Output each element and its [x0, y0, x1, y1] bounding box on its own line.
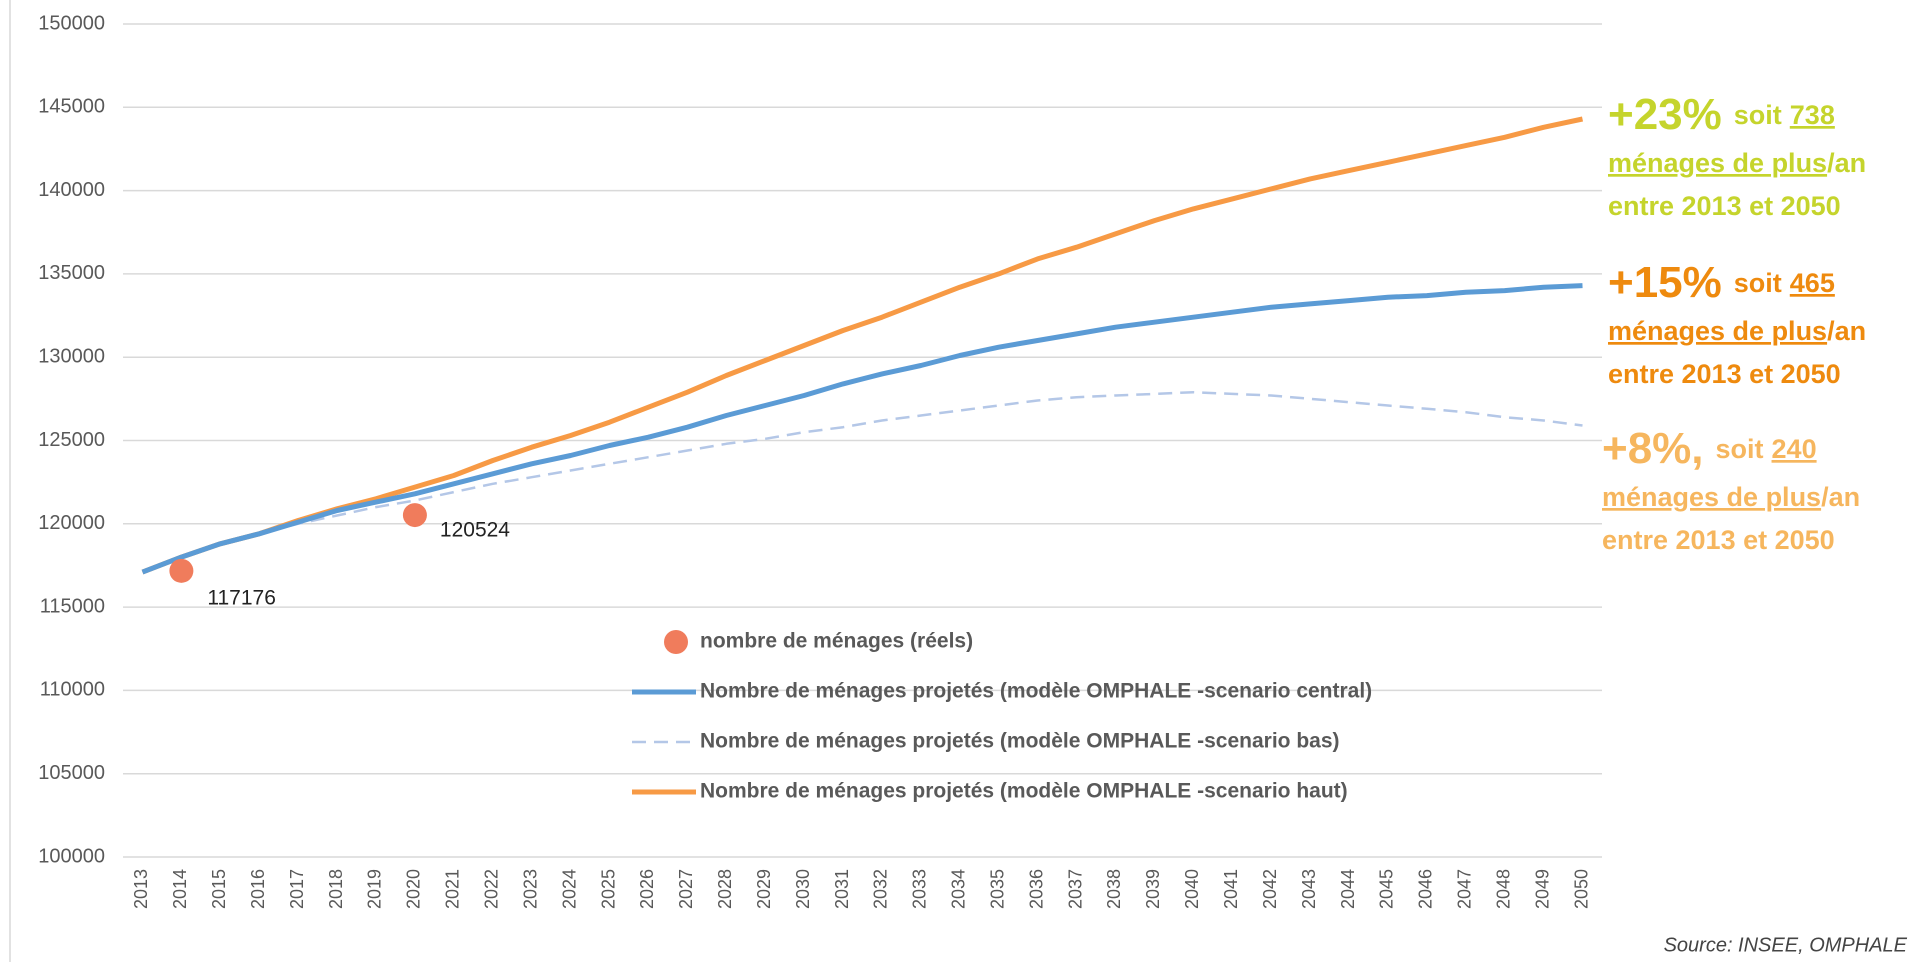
- annotation-unit: ménages de plus: [1608, 148, 1827, 178]
- x-tick-label: 2026: [637, 869, 657, 909]
- y-tick-label: 135000: [38, 262, 105, 284]
- annotation-number: 738: [1790, 100, 1835, 130]
- annotation-line: +23% soit 738: [1608, 90, 1835, 139]
- x-tick-label: 2042: [1260, 869, 1280, 909]
- x-tick-label: 2014: [170, 869, 190, 909]
- annotation-per: /an: [1827, 148, 1866, 178]
- x-tick-label: 2034: [949, 869, 969, 909]
- annotation-line: +8%, soit 240: [1602, 424, 1817, 473]
- annotation-percent: +8%,: [1602, 424, 1704, 473]
- x-tick-label: 2031: [832, 869, 852, 909]
- x-tick-label: 2013: [131, 869, 151, 909]
- x-tick-label: 2037: [1065, 869, 1085, 909]
- annotation-period: entre 2013 et 2050: [1608, 191, 1841, 221]
- x-tick-label: 2036: [1026, 869, 1046, 909]
- annotation-soit: soit: [1734, 268, 1782, 298]
- y-tick-label: 115000: [40, 595, 105, 617]
- data-label: 117176: [207, 586, 276, 609]
- line-series: [142, 390, 1583, 574]
- annotation-percent: +23%: [1608, 90, 1722, 139]
- data-point: [169, 558, 194, 583]
- data-label: 120524: [440, 519, 510, 542]
- annotation-line: ménages de plus/an: [1602, 482, 1860, 512]
- y-tick-label: 130000: [38, 345, 105, 367]
- x-tick-label: 2047: [1455, 869, 1475, 909]
- line-series: [141, 283, 1583, 575]
- x-tick-label: 2015: [209, 869, 229, 909]
- x-tick-label: 2019: [365, 869, 385, 909]
- annotation-soit: soit: [1734, 100, 1782, 130]
- annotation-soit: soit: [1716, 434, 1764, 464]
- x-tick-label: 2045: [1377, 869, 1397, 909]
- x-tick-label: 2050: [1571, 869, 1591, 909]
- y-tick-label: 120000: [38, 512, 105, 534]
- x-tick-label: 2020: [404, 869, 424, 909]
- x-tick-label: 2049: [1532, 869, 1552, 909]
- annotation-number: 240: [1772, 434, 1817, 464]
- legend-marker: [664, 630, 688, 654]
- x-tick-label: 2025: [598, 869, 618, 909]
- x-tick-label: 2018: [326, 869, 346, 909]
- annotation-unit: ménages de plus: [1608, 316, 1827, 346]
- x-tick-label: 2029: [754, 869, 774, 909]
- annotation-number: 465: [1790, 268, 1835, 298]
- annotation-line: ménages de plus/an: [1608, 148, 1866, 178]
- legend-label: Nombre de ménages projetés (modèle OMPHA…: [700, 780, 1348, 803]
- x-tick-label: 2048: [1493, 869, 1513, 909]
- x-tick-label: 2016: [248, 869, 268, 909]
- legend-label: nombre de ménages (réels): [700, 630, 973, 653]
- x-tick-label: 2024: [559, 869, 579, 909]
- legend-label: Nombre de ménages projetés (modèle OMPHA…: [700, 730, 1340, 753]
- data-point: [402, 503, 427, 528]
- y-tick-label: 110000: [40, 679, 105, 701]
- x-tick-label: 2030: [793, 869, 813, 909]
- x-tick-label: 2044: [1338, 869, 1358, 909]
- line-series: [141, 116, 1584, 575]
- x-tick-label: 2022: [482, 869, 502, 909]
- legend-label: Nombre de ménages projetés (modèle OMPHA…: [700, 680, 1372, 703]
- y-tick-label: 125000: [38, 429, 105, 451]
- y-tick-label: 140000: [38, 179, 105, 201]
- x-tick-label: 2035: [987, 869, 1007, 909]
- annotation-period: entre 2013 et 2050: [1608, 359, 1841, 389]
- annotation-unit: ménages de plus: [1602, 482, 1821, 512]
- x-tick-label: 2033: [910, 869, 930, 909]
- y-tick-label: 145000: [38, 96, 105, 118]
- source: Source: INSEE, OMPHALE: [1664, 934, 1908, 956]
- x-tick-label: 2043: [1299, 869, 1319, 909]
- x-tick-label: 2046: [1416, 869, 1436, 909]
- annotation-percent: +15%: [1608, 258, 1722, 307]
- annotation-line: ménages de plus/an: [1608, 316, 1866, 346]
- x-tick-label: 2039: [1143, 869, 1163, 909]
- y-tick-label: 150000: [38, 12, 105, 34]
- x-tick-label: 2027: [676, 869, 696, 909]
- x-tick-label: 2021: [443, 869, 463, 909]
- x-tick-label: 2040: [1182, 869, 1202, 909]
- x-tick-label: 2041: [1221, 869, 1241, 909]
- x-tick-label: 2023: [520, 869, 540, 909]
- x-tick-label: 2028: [715, 869, 735, 909]
- x-tick-label: 2017: [287, 869, 307, 909]
- annotation-line: +15% soit 465: [1608, 258, 1835, 307]
- x-tick-label: 2038: [1104, 869, 1124, 909]
- x-tick-label: 2032: [871, 869, 891, 909]
- annotation-per: /an: [1821, 482, 1860, 512]
- y-tick-label: 100000: [38, 845, 105, 867]
- y-tick-label: 105000: [38, 762, 105, 784]
- annotation-period: entre 2013 et 2050: [1602, 525, 1835, 555]
- annotation-per: /an: [1827, 316, 1866, 346]
